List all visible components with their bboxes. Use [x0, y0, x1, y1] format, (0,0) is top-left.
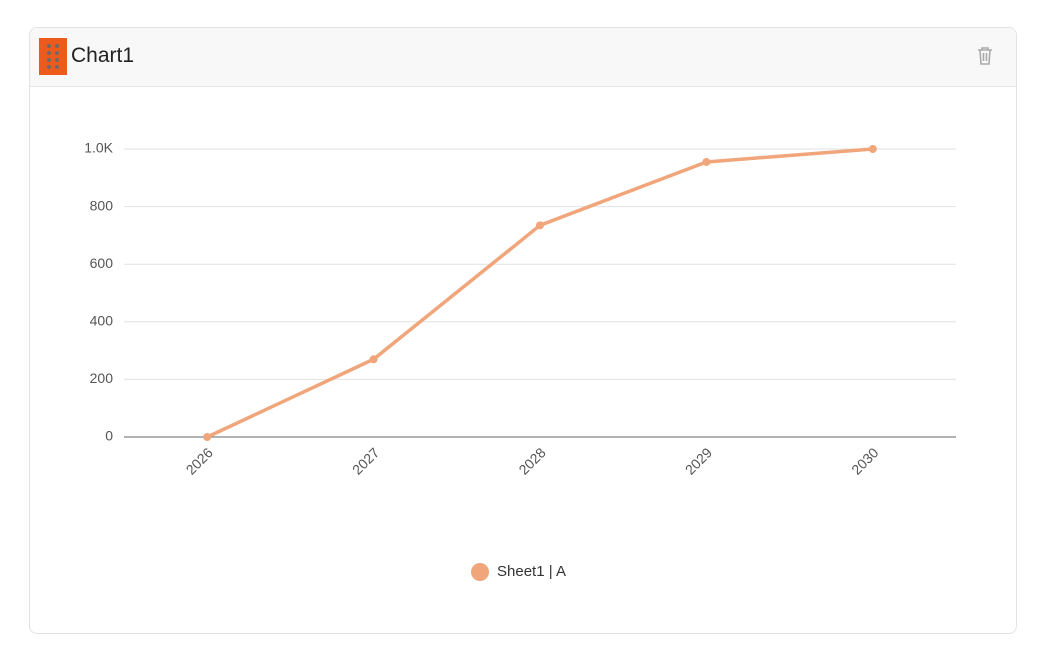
card-header: Chart1: [30, 28, 1016, 87]
point: [702, 157, 711, 166]
y-tick-label: 200: [90, 370, 114, 386]
point: [536, 221, 544, 230]
legend-swatch: [471, 563, 489, 581]
y-tick-label: 0: [105, 428, 113, 444]
y-tick-label: 1.0K: [84, 140, 113, 156]
delete-button[interactable]: [976, 46, 994, 66]
card-title: Chart1: [71, 44, 135, 67]
drag-handle[interactable]: [39, 38, 67, 75]
x-tick-label: 2030: [848, 444, 881, 477]
y-tick-label: 800: [90, 197, 114, 213]
line: [206, 147, 873, 439]
point: [868, 145, 877, 153]
legend-label: Sheet1 | A: [497, 563, 566, 580]
y-tick-label: 400: [90, 313, 114, 329]
x-tick-label: 2026: [183, 444, 216, 477]
x-tick-label: 2027: [349, 444, 382, 477]
x-tick-label: 2029: [682, 444, 715, 477]
point: [203, 433, 212, 441]
chart-card: Chart1: [29, 27, 1017, 634]
x-tick-label: 2028: [515, 444, 548, 477]
point: [369, 355, 378, 364]
y-tick-label: 600: [90, 255, 114, 271]
